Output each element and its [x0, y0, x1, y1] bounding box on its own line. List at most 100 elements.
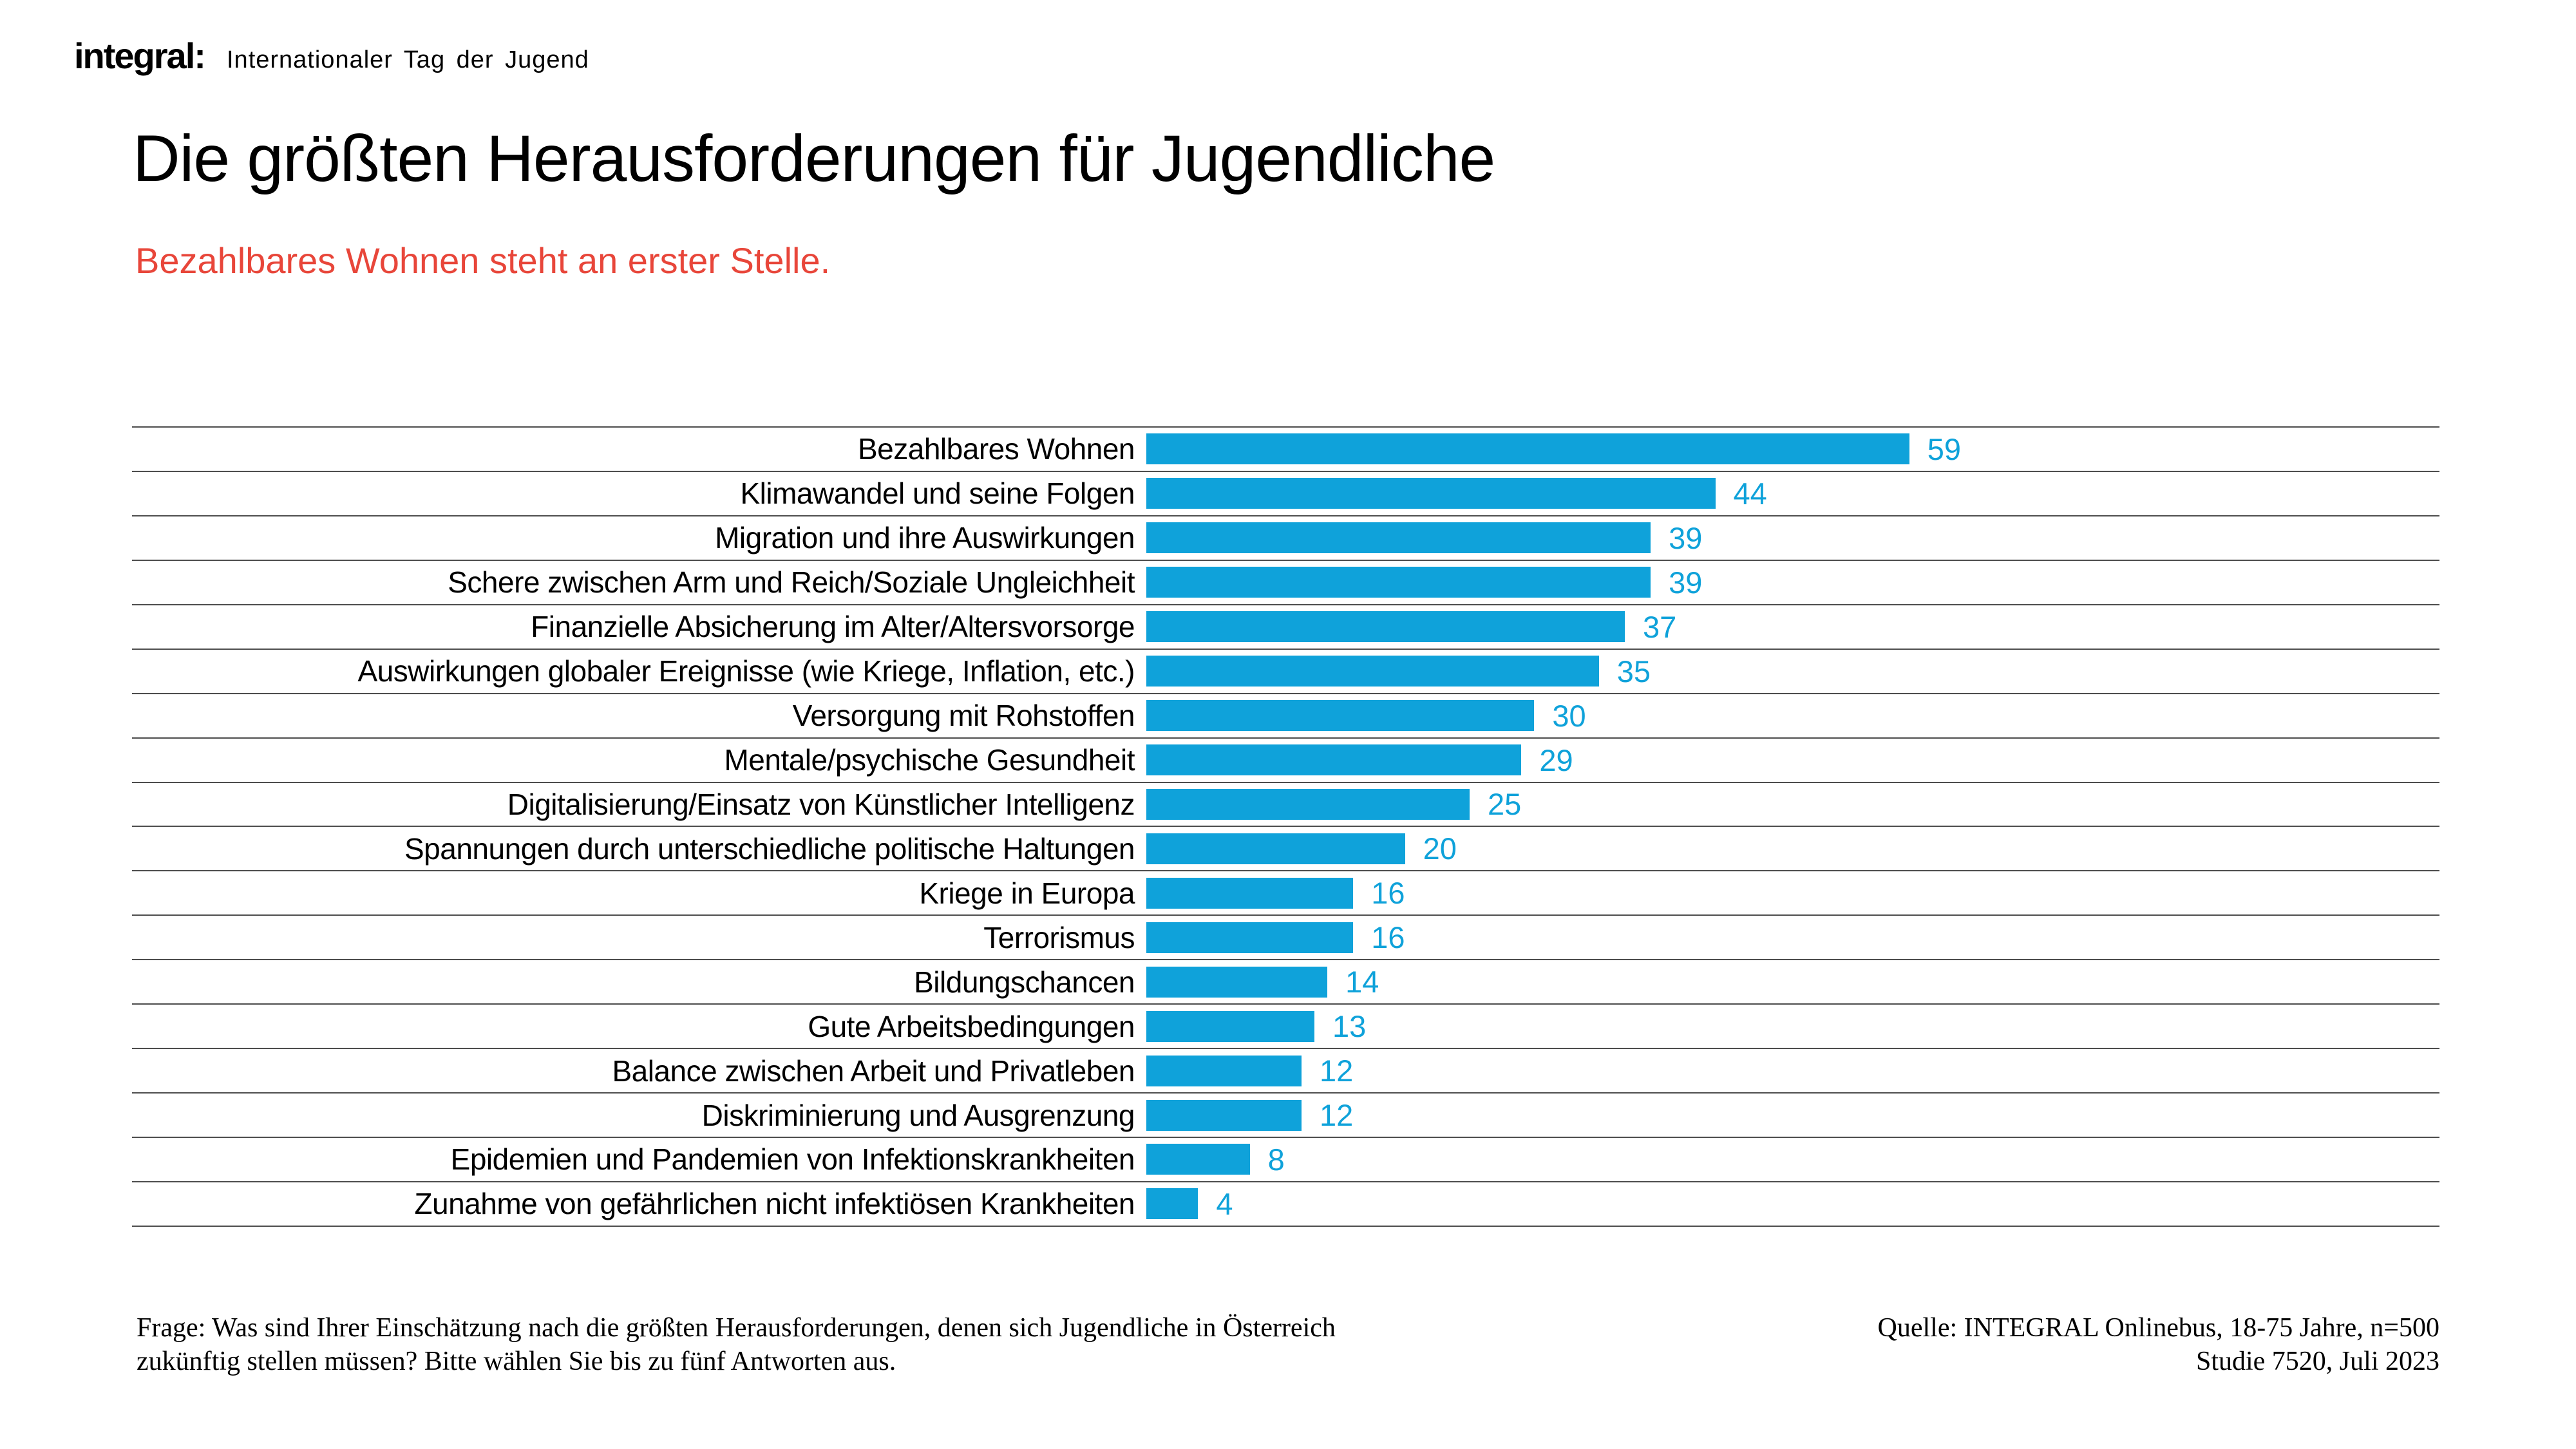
category-label: Zunahme von gefährlichen nicht infektiös… [414, 1187, 1135, 1221]
category-label: Diskriminierung und Ausgrenzung [701, 1098, 1135, 1132]
chart-row: Digitalisierung/Einsatz von Künstlicher … [132, 781, 2439, 826]
source-line-1: Quelle: INTEGRAL Onlinebus, 18-75 Jahre,… [1877, 1313, 2439, 1343]
bar-track: 4 [1146, 1182, 2439, 1226]
category-label: Klimawandel und seine Folgen [740, 477, 1135, 511]
value-label: 35 [1616, 654, 1651, 688]
question-note: Frage: Was sind Ihrer Einschätzung nach … [137, 1311, 1336, 1378]
category-label: Bezahlbares Wohnen [858, 432, 1135, 466]
value-label: 16 [1371, 920, 1405, 955]
value-label: 37 [1642, 609, 1677, 644]
bar-track: 16 [1146, 916, 2439, 959]
value-label: 39 [1669, 565, 1703, 600]
chart-row: Gute Arbeitsbedingungen 13 [132, 1003, 2439, 1048]
bar [1146, 656, 1599, 687]
bar-track: 30 [1146, 694, 2439, 737]
bar-track: 39 [1146, 561, 2439, 604]
category-label: Schere zwischen Arm und Reich/Soziale Un… [448, 565, 1135, 600]
page-title: Die größten Herausforderungen für Jugend… [133, 122, 1495, 195]
chart-row: Schere zwischen Arm und Reich/Soziale Un… [132, 559, 2439, 604]
bar-track: 12 [1146, 1094, 2439, 1137]
value-label: 14 [1345, 965, 1379, 999]
value-label: 20 [1423, 831, 1457, 866]
category-label: Digitalisierung/Einsatz von Künstlicher … [507, 787, 1135, 821]
bar-track: 44 [1146, 472, 2439, 515]
bar [1146, 567, 1651, 598]
question-line-1: Frage: Was sind Ihrer Einschätzung nach … [137, 1313, 1336, 1343]
value-label: 16 [1371, 876, 1405, 911]
category-label: Migration und ihre Auswirkungen [715, 521, 1135, 555]
integral-logo: integral: [74, 35, 206, 76]
chart-row: Auswirkungen globaler Ereignisse (wie Kr… [132, 648, 2439, 693]
category-label: Kriege in Europa [919, 876, 1135, 910]
chart-row: Terrorismus 16 [132, 914, 2439, 959]
chart-row: Kriege in Europa 16 [132, 870, 2439, 914]
category-label: Bildungschancen [914, 965, 1135, 999]
value-label: 25 [1488, 787, 1522, 822]
value-label: 29 [1539, 743, 1573, 777]
bar-track: 14 [1146, 960, 2439, 1003]
chart-row: Bildungschancen 14 [132, 959, 2439, 1003]
question-line-2: zukünftig stellen müssen? Bitte wählen S… [137, 1347, 896, 1376]
value-label: 59 [1927, 431, 1961, 466]
category-label: Gute Arbeitsbedingungen [808, 1009, 1135, 1043]
bar-track: 37 [1146, 605, 2439, 649]
value-label: 12 [1319, 1054, 1354, 1088]
chart-row: Balance zwischen Arbeit und Privatleben 1… [132, 1048, 2439, 1092]
chart-row: Epidemien und Pandemien von Infektionskr… [132, 1137, 2439, 1181]
bar-track: 16 [1146, 871, 2439, 914]
chart-row: Spannungen durch unterschiedliche politi… [132, 826, 2439, 870]
bar-track: 35 [1146, 650, 2439, 693]
bar [1146, 611, 1625, 643]
bar-track: 39 [1146, 516, 2439, 560]
value-label: 12 [1319, 1098, 1354, 1133]
category-label: Spannungen durch unterschiedliche politi… [404, 831, 1135, 866]
bar [1146, 433, 1909, 465]
category-label: Finanzielle Absicherung im Alter/Altersv… [531, 610, 1135, 644]
chart-row: Versorgung mit Rohstoffen 30 [132, 692, 2439, 737]
bar [1146, 1144, 1250, 1175]
source-note: Quelle: INTEGRAL Onlinebus, 18-75 Jahre,… [1878, 1311, 2439, 1378]
bar [1146, 922, 1354, 953]
category-label: Terrorismus [983, 920, 1135, 954]
bar-track: 12 [1146, 1049, 2439, 1092]
bar [1146, 478, 1716, 509]
value-label: 13 [1332, 1009, 1367, 1044]
chart-row: Finanzielle Absicherung im Alter/Altersv… [132, 603, 2439, 649]
chart-row: Diskriminierung und Ausgrenzung 12 [132, 1092, 2439, 1137]
bar [1146, 966, 1328, 998]
bar-track: 25 [1146, 783, 2439, 826]
bar-track: 59 [1146, 428, 2439, 471]
bar [1146, 1010, 1315, 1042]
bar-chart: Bezahlbares Wohnen 59 Klimawandel und sein… [132, 426, 2439, 1227]
category-label: Versorgung mit Rohstoffen [792, 699, 1135, 733]
bar [1146, 877, 1354, 909]
value-label: 4 [1216, 1186, 1233, 1221]
value-label: 39 [1669, 520, 1703, 555]
chart-row: Bezahlbares Wohnen 59 [132, 426, 2439, 471]
value-label: 44 [1733, 476, 1767, 511]
bar [1146, 833, 1405, 864]
bar [1146, 700, 1535, 732]
value-label: 8 [1267, 1142, 1285, 1177]
chart-row: Migration und ihre Auswirkungen 39 [132, 515, 2439, 560]
bar-track: 20 [1146, 827, 2439, 870]
bar [1146, 1055, 1302, 1086]
chart-row: Mentale/psychische Gesundheit 29 [132, 737, 2439, 782]
page-subtitle: Bezahlbares Wohnen steht an erster Stell… [135, 240, 831, 281]
source-line-2: Studie 7520, Juli 2023 [2195, 1347, 2439, 1376]
event-name: Internationaler Tag der Jugend [227, 46, 589, 73]
bar-track: 8 [1146, 1138, 2439, 1181]
chart-row: Klimawandel und seine Folgen 44 [132, 470, 2439, 515]
category-label: Auswirkungen globaler Ereignisse (wie Kr… [357, 654, 1135, 688]
bar [1146, 1188, 1198, 1220]
category-label: Mentale/psychische Gesundheit [724, 743, 1135, 777]
value-label: 30 [1552, 698, 1586, 733]
bar-track: 29 [1146, 739, 2439, 782]
category-label: Balance zwischen Arbeit und Privatleben [612, 1054, 1135, 1088]
category-label: Epidemien und Pandemien von Infektionskr… [450, 1142, 1135, 1177]
bar-track: 13 [1146, 1005, 2439, 1048]
bar [1146, 1099, 1302, 1131]
bar [1146, 788, 1470, 820]
bar [1146, 744, 1522, 776]
